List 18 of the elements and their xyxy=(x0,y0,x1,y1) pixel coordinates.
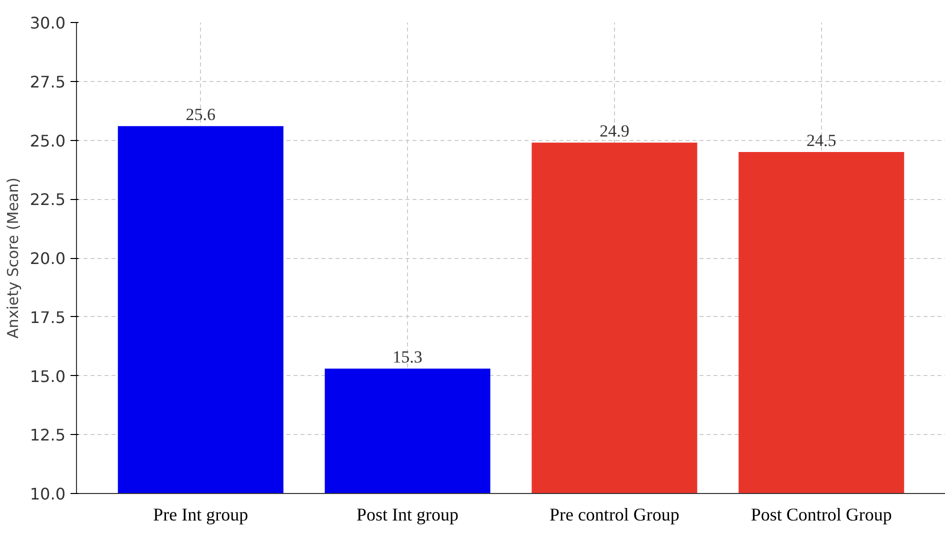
data-label: 24.5 xyxy=(806,131,836,150)
y-tick-label: 17.5 xyxy=(30,308,66,327)
y-tick-label: 15.0 xyxy=(30,366,66,386)
y-tick-label: 22.5 xyxy=(30,190,66,210)
y-tick-label: 10.0 xyxy=(30,484,66,504)
y-axis-title: Anxiety Score (Mean) xyxy=(4,178,22,338)
y-tick-label: 30.0 xyxy=(30,14,66,32)
x-tick-label: Post Control Group xyxy=(750,504,892,524)
x-tick-label: Pre Int group xyxy=(153,504,248,524)
y-tick-label: 12.5 xyxy=(30,426,66,445)
y-tick-label: 25.0 xyxy=(30,131,66,150)
y-tick-label: 20.0 xyxy=(30,249,66,268)
data-label: 24.9 xyxy=(600,122,630,141)
x-tick-label: Post Int group xyxy=(356,504,459,524)
data-label: 25.6 xyxy=(186,105,216,124)
data-label: 15.3 xyxy=(392,348,422,367)
x-tick-label: Pre control Group xyxy=(549,504,680,524)
y-tick-label: 27.5 xyxy=(30,72,66,92)
